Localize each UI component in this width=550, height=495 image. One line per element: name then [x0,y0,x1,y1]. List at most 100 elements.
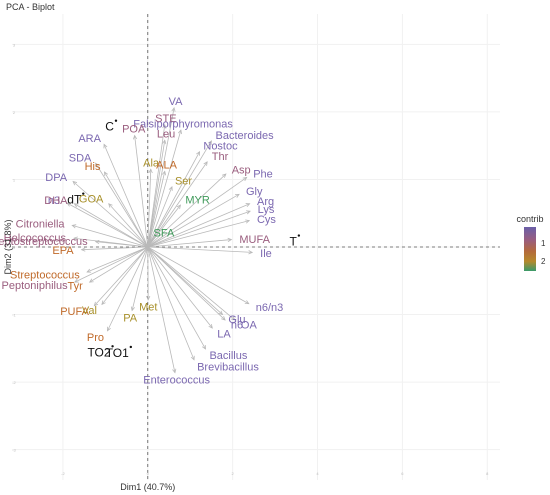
arrowhead [221,173,227,178]
variable-label: Lys [258,204,275,216]
arrow-lys [147,210,251,248]
arrow-sfa [147,238,152,248]
variable-label: Brevibacillus [197,361,259,373]
arrowhead [235,193,240,198]
arrow-enterococcus [147,246,176,373]
arrowhead [201,344,206,350]
arrow-dpa [72,181,149,248]
variable-label: Ile [260,248,272,260]
arrowhead [246,210,251,215]
arrowhead [242,176,248,182]
variable-label: Gly [246,186,263,198]
individual-label: T [290,235,298,249]
arrowhead [208,324,213,329]
x-tick-label: 0 [147,471,150,476]
variable-label: GOA [79,194,104,206]
variable-label: Citroniella [16,218,66,230]
legend-title: contrib [516,214,543,224]
variable-label: Met [139,302,157,314]
variable-label: VA [169,96,184,108]
y-tick-label: 1 [13,177,16,182]
variable-label: Bacillus [209,350,247,362]
arrow-goa [108,203,149,248]
arrow-his [104,171,149,248]
x-tick-label: 4 [316,471,319,476]
y-tick-label: -1 [12,313,16,318]
arrow-citroniella [72,225,148,248]
individual-point [82,192,85,195]
arrowhead [130,306,135,312]
variable-label: POA [122,124,146,136]
individual-point [114,119,118,122]
arrow-falsiporphyromonas [147,130,182,248]
variable-label: Ala [143,157,160,169]
arrowhead [245,203,251,208]
y-tick-label: -2 [12,380,16,385]
arrowhead [244,300,250,305]
variable-label: SDA [69,152,92,164]
arrow-peptoniphilus [74,246,148,283]
variable-label: n6/n3 [256,302,284,314]
arrow-la [147,246,213,329]
arrow-streptococcus [86,246,148,273]
variable-label: ARA [78,133,101,145]
y-tick-label: 0 [13,245,16,250]
arrow-ara [103,144,149,248]
variable-label: PUFA [60,306,89,318]
variable-label: Thr [212,151,229,163]
arrowhead [176,204,182,210]
arrow-pufa [94,246,149,307]
arrow-poa [134,135,149,248]
arrowhead [95,162,100,168]
variable-label: Helcococcus [4,232,67,244]
arrowhead [146,295,151,301]
variable-label: Nostoc [203,141,238,153]
arrowhead [245,219,251,224]
variable-label: MUFA [239,234,270,246]
arrow-cys [147,220,250,248]
x-tick-label: 2 [232,471,235,476]
variable-label: Glu [228,314,245,326]
variable-label: EPA [52,245,74,257]
arrowhead [93,301,99,307]
legend-tick-1: 1 [541,239,546,248]
arrow-peptostreptococcus [95,241,148,248]
arrow-val [101,246,149,305]
arrowhead [73,278,79,283]
arrow-brevibacillus [147,246,195,360]
variable-label: n3 [48,195,60,207]
arrowhead [168,186,173,191]
arrowhead [108,203,113,208]
arrow-mufa [147,239,232,248]
arrowhead [172,368,177,374]
legend: contrib 1 2 [516,214,546,271]
y-tick-label: -3 [12,448,16,453]
variable-label: SFA [154,227,175,239]
variable-label: Val [82,305,97,317]
arrowhead [73,203,79,208]
variable-label: Streptococcus [10,270,80,282]
arrowhead [148,168,153,174]
arrow-bacillus [147,246,206,350]
arrowhead [230,316,236,321]
arrowhead [72,180,78,186]
y-tick-label: 3 [13,42,16,47]
arrowhead [221,316,226,321]
x-tick-label: 8 [486,471,489,476]
arrowhead [227,237,233,242]
arrow-gly [147,193,240,248]
x-tick-label: -2 [61,471,65,476]
arrow-sda [95,163,149,248]
variable-label: ALA [156,160,177,172]
arrowhead [66,202,72,207]
arrow-oa [147,246,236,321]
y-tick-label: 2 [13,110,16,115]
variable-label: DHA [44,195,68,207]
arrow-pro [107,246,149,331]
variable-label: Cys [257,214,276,226]
variable-label: Arg [257,196,274,208]
arrow-thr [147,161,208,248]
variable-label: n6 [231,320,243,332]
